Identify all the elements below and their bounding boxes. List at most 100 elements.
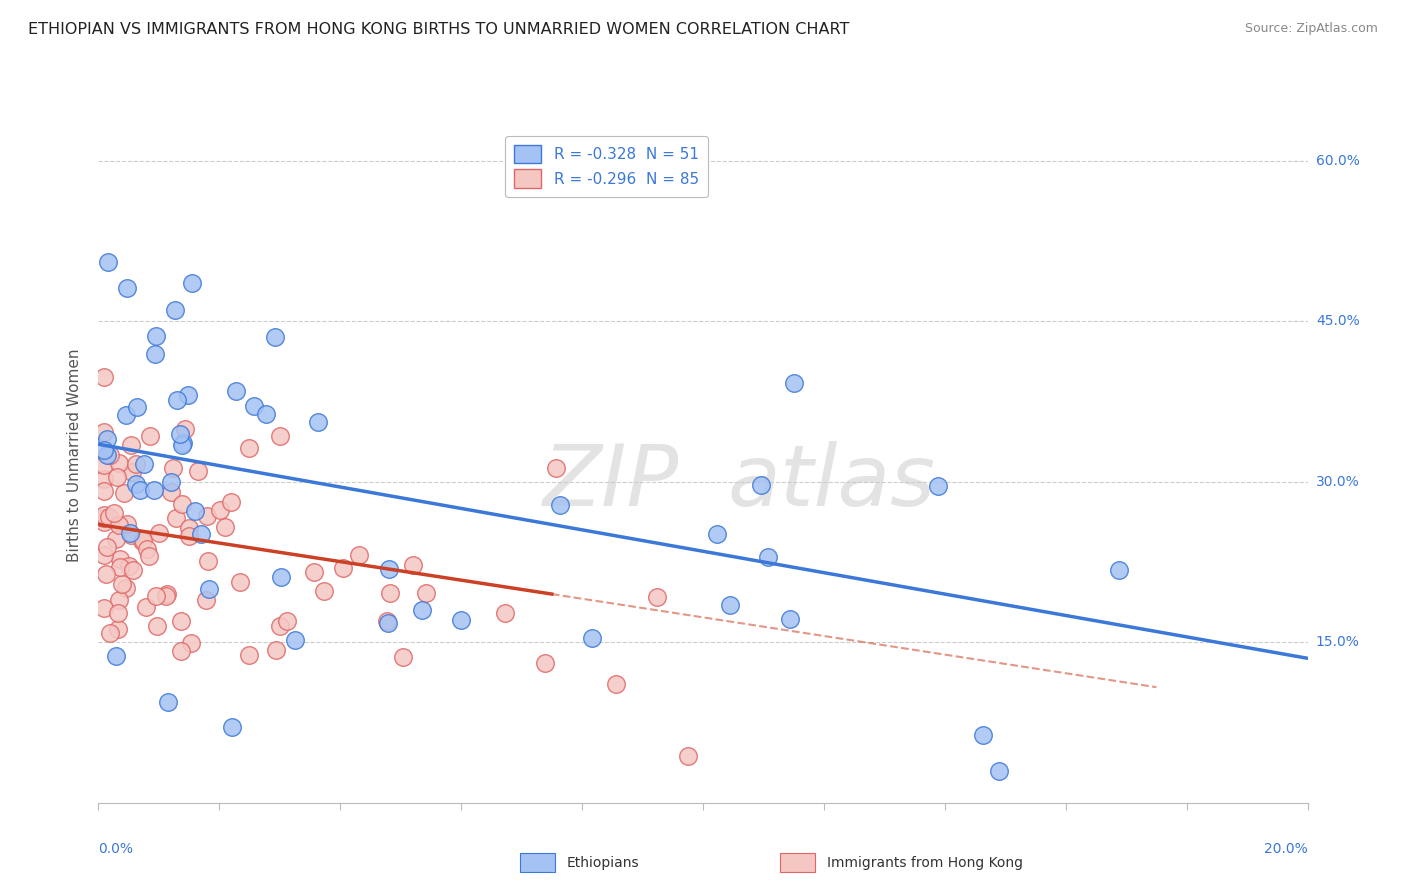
Point <box>166 392 188 407</box>
Point <box>172 438 194 452</box>
Text: 0.0%: 0.0% <box>98 842 134 855</box>
Point <box>197 554 219 568</box>
Text: 20.0%: 20.0% <box>1264 842 1308 855</box>
Point <box>177 529 200 543</box>
Point <box>987 764 1010 778</box>
Point <box>108 552 131 566</box>
Point <box>155 589 177 603</box>
Point <box>127 401 149 415</box>
Point <box>183 503 205 517</box>
Point <box>108 559 131 574</box>
Point <box>783 376 806 390</box>
Point <box>125 457 148 471</box>
Point <box>378 562 401 576</box>
Point <box>115 408 138 422</box>
Point <box>450 613 472 627</box>
Point <box>332 561 354 575</box>
Point <box>93 508 115 522</box>
Point <box>96 448 118 462</box>
Point <box>269 429 291 443</box>
Point <box>581 632 603 646</box>
Point <box>111 577 134 591</box>
Point <box>121 465 143 479</box>
Point <box>411 603 433 617</box>
Point <box>264 330 287 344</box>
Point <box>107 606 129 620</box>
Point <box>93 600 115 615</box>
Text: 15.0%: 15.0% <box>1316 635 1360 649</box>
Point <box>228 575 250 590</box>
Point <box>128 483 150 497</box>
Text: ETHIOPIAN VS IMMIGRANTS FROM HONG KONG BIRTHS TO UNMARRIED WOMEN CORRELATION CHA: ETHIOPIAN VS IMMIGRANTS FROM HONG KONG B… <box>28 22 849 37</box>
Point <box>219 495 242 509</box>
Point <box>391 650 413 665</box>
Point <box>93 483 115 498</box>
Point <box>221 721 243 735</box>
Point <box>170 614 193 628</box>
Point <box>165 511 187 525</box>
Point <box>104 649 127 664</box>
Point <box>214 520 236 534</box>
Point <box>131 534 153 549</box>
Point <box>706 527 728 541</box>
Point <box>749 478 772 492</box>
Point <box>276 614 298 628</box>
Point <box>93 549 115 563</box>
Point <box>93 515 115 529</box>
Point <box>243 399 266 413</box>
Point <box>676 749 699 764</box>
Point <box>415 586 437 600</box>
Point <box>162 461 184 475</box>
Point <box>143 347 166 361</box>
Point <box>132 457 155 471</box>
Point <box>98 510 121 524</box>
Point <box>779 612 801 626</box>
Point <box>132 533 155 548</box>
Point <box>122 563 145 577</box>
Point <box>139 429 162 443</box>
Point <box>145 589 167 603</box>
Point <box>93 369 115 384</box>
Point <box>972 727 994 741</box>
Point <box>170 644 193 658</box>
Point <box>718 598 741 612</box>
Point <box>349 548 371 562</box>
Point <box>225 384 247 398</box>
Point <box>169 427 191 442</box>
Point <box>125 477 148 491</box>
Text: Source: ZipAtlas.com: Source: ZipAtlas.com <box>1244 22 1378 36</box>
Point <box>157 695 180 709</box>
Point <box>97 255 120 269</box>
Point <box>107 457 129 471</box>
Point <box>546 461 568 475</box>
Point <box>238 648 260 663</box>
Point <box>533 656 555 670</box>
Point <box>195 508 218 523</box>
Point <box>96 432 118 446</box>
Point <box>120 525 142 540</box>
Point <box>115 516 138 531</box>
Text: atlas: atlas <box>727 442 935 524</box>
Point <box>105 470 128 484</box>
Point <box>548 498 571 512</box>
Y-axis label: Births to Unmarried Women: Births to Unmarried Women <box>67 348 83 562</box>
Point <box>270 570 292 584</box>
Point <box>238 441 260 455</box>
Point <box>96 540 118 554</box>
Point <box>927 478 949 492</box>
Point <box>93 425 115 440</box>
Point <box>98 626 121 640</box>
Point <box>254 407 277 421</box>
Point <box>180 636 202 650</box>
Text: Ethiopians: Ethiopians <box>567 855 640 870</box>
Point <box>94 567 117 582</box>
Point <box>98 448 121 462</box>
Point <box>105 532 128 546</box>
Point <box>148 525 170 540</box>
Point <box>159 484 181 499</box>
Point <box>494 607 516 621</box>
Point <box>103 506 125 520</box>
Point <box>117 281 139 295</box>
Point <box>304 565 326 579</box>
Point <box>136 542 159 557</box>
